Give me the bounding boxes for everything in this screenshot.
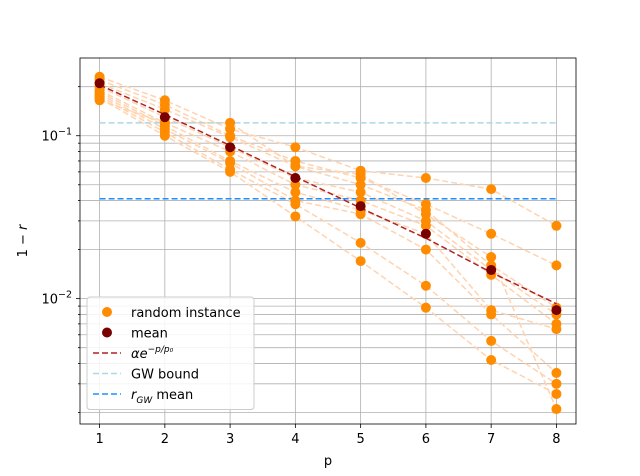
plot-frame xyxy=(79,57,577,425)
instance-point xyxy=(290,161,301,172)
instance-point xyxy=(486,228,497,239)
x-tick-label: 4 xyxy=(291,432,299,447)
legend-item-mean: mean xyxy=(102,327,168,342)
instance-point xyxy=(225,166,236,177)
x-tick-label: 6 xyxy=(422,432,430,447)
legend: random instance mean αe−p/p₀ GW bound rGW me… xyxy=(86,296,255,410)
mean-point xyxy=(420,228,431,239)
x-tick-label: 5 xyxy=(356,432,364,447)
instance-point xyxy=(225,132,236,143)
legend-item-random_instance: random instance xyxy=(102,306,241,321)
instance-point xyxy=(551,220,562,231)
instance-line xyxy=(99,82,557,309)
instance-point xyxy=(290,199,301,210)
instance-point xyxy=(355,209,366,220)
fit-legend-label: αe−p/p₀ xyxy=(131,345,174,362)
instance-point xyxy=(486,252,497,263)
instance-point xyxy=(420,302,431,313)
instance-point xyxy=(355,256,366,267)
instance-line xyxy=(99,99,558,410)
reference-lines xyxy=(99,122,557,200)
random_instance-legend-marker xyxy=(102,307,112,317)
fit-line xyxy=(99,84,557,305)
instance-point xyxy=(94,95,105,106)
legend-box xyxy=(86,296,255,410)
instance-point xyxy=(551,404,562,415)
x-axis-label: p xyxy=(324,454,332,469)
instance-line xyxy=(99,91,557,330)
instance-point xyxy=(486,355,497,366)
instance-point xyxy=(486,184,497,195)
mean-point xyxy=(159,112,170,123)
instance-line xyxy=(99,89,557,325)
instance-point xyxy=(486,309,497,320)
mean-legend-label: mean xyxy=(131,327,168,342)
instance-point xyxy=(355,187,366,198)
axis-ticks: 1 2 3 4 5 6 7 8 10−2 10−1 xyxy=(41,86,561,447)
instance-point xyxy=(420,220,431,231)
instance-point xyxy=(551,260,562,271)
mean-point xyxy=(355,201,366,212)
instance-line xyxy=(99,95,557,385)
instance-point xyxy=(290,142,301,153)
x-tick-label: 1 xyxy=(95,432,103,447)
instance-point xyxy=(420,244,431,255)
instance-point xyxy=(551,388,562,399)
instance-point xyxy=(551,378,562,389)
instance-line xyxy=(99,93,557,374)
y-tick-label: 10−1 xyxy=(41,127,72,145)
instance-point xyxy=(159,130,170,141)
random_instance-legend-label: random instance xyxy=(131,306,241,321)
legend-item-gw_bound: GW bound xyxy=(93,368,199,383)
instance-point xyxy=(420,209,431,220)
mean-point xyxy=(486,264,497,275)
instance-point xyxy=(551,367,562,378)
legend-item-gw_mean: rGW mean xyxy=(93,388,193,406)
y-axis-label: 1 − r xyxy=(16,223,31,257)
instance-point xyxy=(355,179,366,190)
gw_mean-legend-label: rGW mean xyxy=(131,388,193,406)
mean-legend-marker xyxy=(102,327,112,338)
instance-point xyxy=(290,187,301,198)
x-tick-label: 7 xyxy=(487,432,495,447)
x-tick-label: 2 xyxy=(161,432,169,447)
mean-points xyxy=(94,78,562,316)
gw_bound-legend-label: GW bound xyxy=(131,368,199,383)
x-tick-label: 8 xyxy=(552,432,560,447)
instance-point xyxy=(159,104,170,115)
instance-point xyxy=(551,324,562,335)
mean-point xyxy=(551,305,562,316)
instance-point xyxy=(486,335,497,346)
mean-point xyxy=(94,78,105,89)
y-tick-label: 10−2 xyxy=(41,290,72,308)
mean-point xyxy=(225,142,236,153)
instance-point xyxy=(290,211,301,222)
instance-point xyxy=(355,237,366,248)
fit-curve xyxy=(99,84,557,305)
x-tick-label: 3 xyxy=(226,432,234,447)
instance-point xyxy=(225,117,236,128)
instance-line xyxy=(99,76,557,227)
instance-point xyxy=(420,280,431,291)
instance-point xyxy=(355,169,366,180)
legend-item-fit: αe−p/p₀ xyxy=(93,345,174,362)
mean-point xyxy=(290,173,301,184)
instance-point xyxy=(420,173,431,184)
